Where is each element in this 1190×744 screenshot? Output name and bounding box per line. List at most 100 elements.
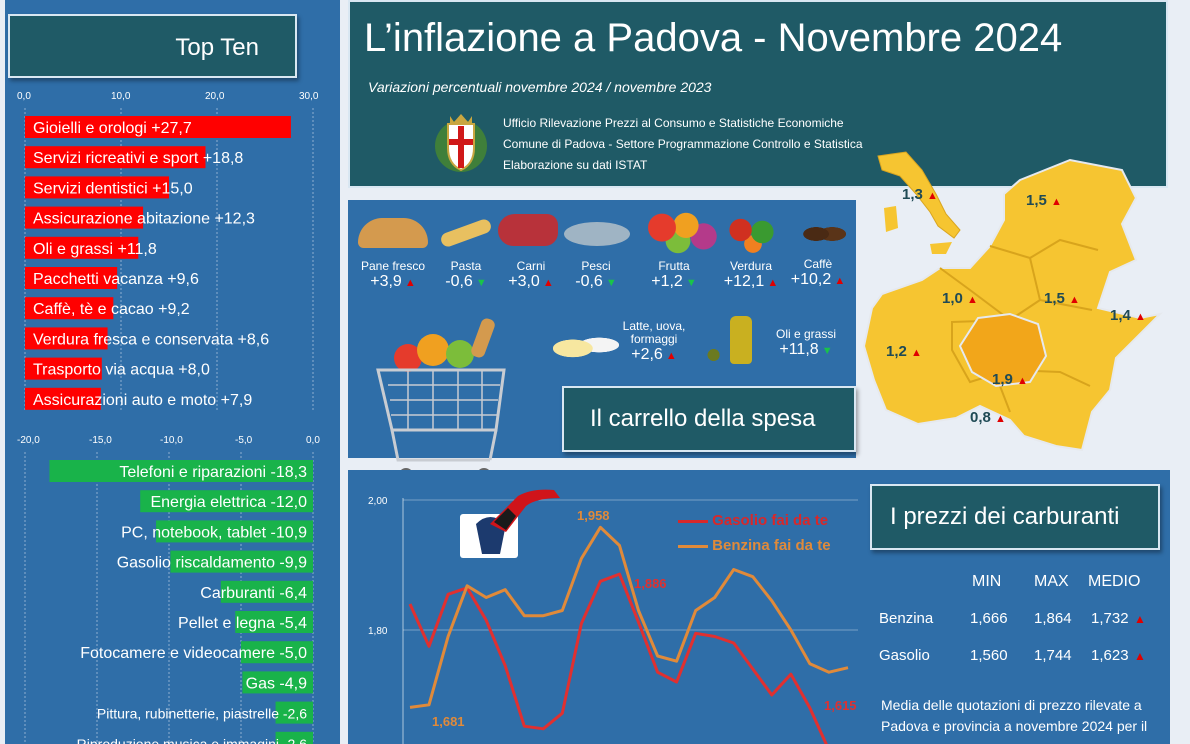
row-benzina-medio: 1,732 [1091,610,1129,627]
cart-item: Caffè +10,2 ▲ [788,258,848,290]
legend-gasolio: Gasolio fai da te [678,512,828,529]
fuel-note: Media delle quotazioni di prezzo rilevat… [881,697,1148,734]
cart-item-value-text: -0,6 [575,273,603,290]
map-value-venezia: 1,4 ▲ [1110,307,1146,324]
map-value-vicenza: 1,0 ▲ [942,290,978,307]
cart-item-value-text: +1,2 [651,273,683,290]
cart-item: Frutta +1,2 ▼ [634,260,714,292]
italy-map-icon [877,151,961,254]
top-increases-chart: Gioielli e orologi +27,7 Servizi ricreati… [24,108,314,410]
bottom-tick-4: 0,0 [306,435,320,446]
increase-bar-label: Assicurazione abitazione +12,3 [33,211,255,228]
cart-item-value: +12,1 ▲ [718,273,784,292]
fuel-ytick-label: 2,00 [368,496,388,507]
up-arrow-icon: ▲ [1135,311,1146,323]
decrease-bar [49,460,313,482]
cart-item-name: Pane fresco [360,259,426,273]
cart-item: Pesci -0,6 ▼ [566,260,626,292]
decrease-bar-label: Carburanti -6,4 [200,585,307,602]
down-arrow-icon: ▼ [472,277,487,289]
up-arrow-icon: ▲ [401,277,416,289]
map-value-rovigo-text: 0,8 [970,409,991,426]
row-benzina-max: 1,864 [1034,610,1072,627]
padova-coat-of-arms [434,106,488,180]
down-arrow-icon: ▼ [818,345,833,357]
cart-item: Verdura +12,1 ▲ [718,260,784,292]
map-value-verona: 1,2 ▲ [886,343,922,360]
cart-item-value-text: +11,8 [779,341,819,358]
top-tick-1: 10,0 [111,91,131,102]
map-value-italy: 1,3 ▲ [902,186,938,203]
cart-item: Latte, uova, formaggi +2,6 ▲ [610,320,698,365]
up-arrow-icon: ▲ [1134,649,1146,663]
cart-item: Oli e grassi +11,8 ▼ [766,328,846,360]
fuel-series-line [409,525,849,709]
cart-item-value-text: +3,9 [370,273,402,290]
page-title: L’inflazione a Padova - Novembre 2024 [364,16,1063,60]
bread-icon [358,218,428,248]
cart-item-name: Carni [516,259,546,273]
fuel-data-label: 1,615 [824,698,857,713]
map-value-padova: 1,9 ▲ [992,371,1028,388]
increase-bar [25,146,206,169]
map-value-verona-text: 1,2 [886,343,907,360]
cart-item-value: +10,2 ▲ [788,271,848,290]
up-arrow-icon: ▲ [911,347,922,359]
pasta-icon [439,217,493,249]
decrease-bar-label: Energia elettrica -12,0 [150,494,307,511]
decrease-bar-label: Fotocamere e videocamere -5,0 [80,645,307,662]
up-arrow-icon: ▲ [539,277,554,289]
increase-bar [25,297,114,320]
cart-item-value: +3,0 ▲ [498,273,564,292]
up-arrow-icon: ▲ [927,190,938,202]
decrease-bar [170,550,313,573]
decrease-bar [235,611,313,633]
decrease-bar-label: Pellet e legna -5,4 [178,615,307,632]
increase-bar [25,267,118,289]
row-benzina-min: 1,666 [970,610,1008,627]
cart-item: Pasta -0,6 ▼ [436,260,496,292]
fish-icon [564,222,630,246]
up-arrow-icon: ▲ [995,413,1006,425]
cart-item-value-text: -0,6 [445,273,473,290]
increase-bar-label: Caffè, tè e cacao +9,2 [33,301,190,318]
fuel-title-box: I prezzi dei carburanti [870,484,1160,550]
cart-item-value-text: +12,1 [723,273,765,290]
cart-item-value: +1,2 ▼ [634,273,714,292]
cart-item: Carni +3,0 ▲ [498,260,564,292]
top-tick-0: 0,0 [17,91,31,102]
increase-bar-label: Trasporto via acqua +8,0 [33,362,210,379]
up-arrow-icon: ▲ [967,294,978,306]
map-value-vicenza-text: 1,0 [942,290,963,307]
top-ten-title: Top Ten [175,34,259,61]
decrease-bar [241,641,313,664]
increase-bar [25,206,144,229]
map-value-treviso-text: 1,5 [1044,290,1065,307]
row-gasolio-max: 1,744 [1034,647,1072,664]
meat-icon [498,214,558,246]
row-benzina-label: Benzina [879,610,934,627]
cart-item-name: Caffè [803,257,833,271]
header-medio: MEDIO [1088,573,1141,590]
up-arrow-icon: ▲ [662,350,677,362]
up-arrow-icon: ▲ [1017,375,1028,387]
page-subtitle: Variazioni percentuali novembre 2024 / n… [368,79,712,95]
decrease-bar-label: PC, notebook, tablet -10,9 [121,524,307,541]
increase-bar-label: Gioielli e orologi +27,7 [33,120,192,137]
increase-bar [25,387,101,410]
map-value-rovigo: 0,8 ▲ [970,409,1006,426]
decrease-bar-label: Gas -4,9 [246,675,307,692]
cart-item-name: Oli e grassi [775,327,837,341]
increase-bar [25,236,139,259]
header-max: MAX [1034,573,1069,590]
bottom-tick-2: -10,0 [160,435,183,446]
legend-gasolio-swatch [678,519,708,523]
cart-item-name: Pasta [450,259,482,273]
top-ten-title-box: Top Ten [8,14,297,78]
legend-benzina-label: Benzina fai da te [712,537,831,554]
cart-item-name: Pesci [581,259,611,273]
source-line-3: Elaborazione su dati ISTAT [503,158,648,172]
fuel-price-chart: 2,00 1,80 1,958 1,886 1,681 1,615 [368,496,858,744]
cart-item-value-text: +10,2 [790,271,832,288]
cart-item-value: +11,8 ▼ [766,341,846,360]
